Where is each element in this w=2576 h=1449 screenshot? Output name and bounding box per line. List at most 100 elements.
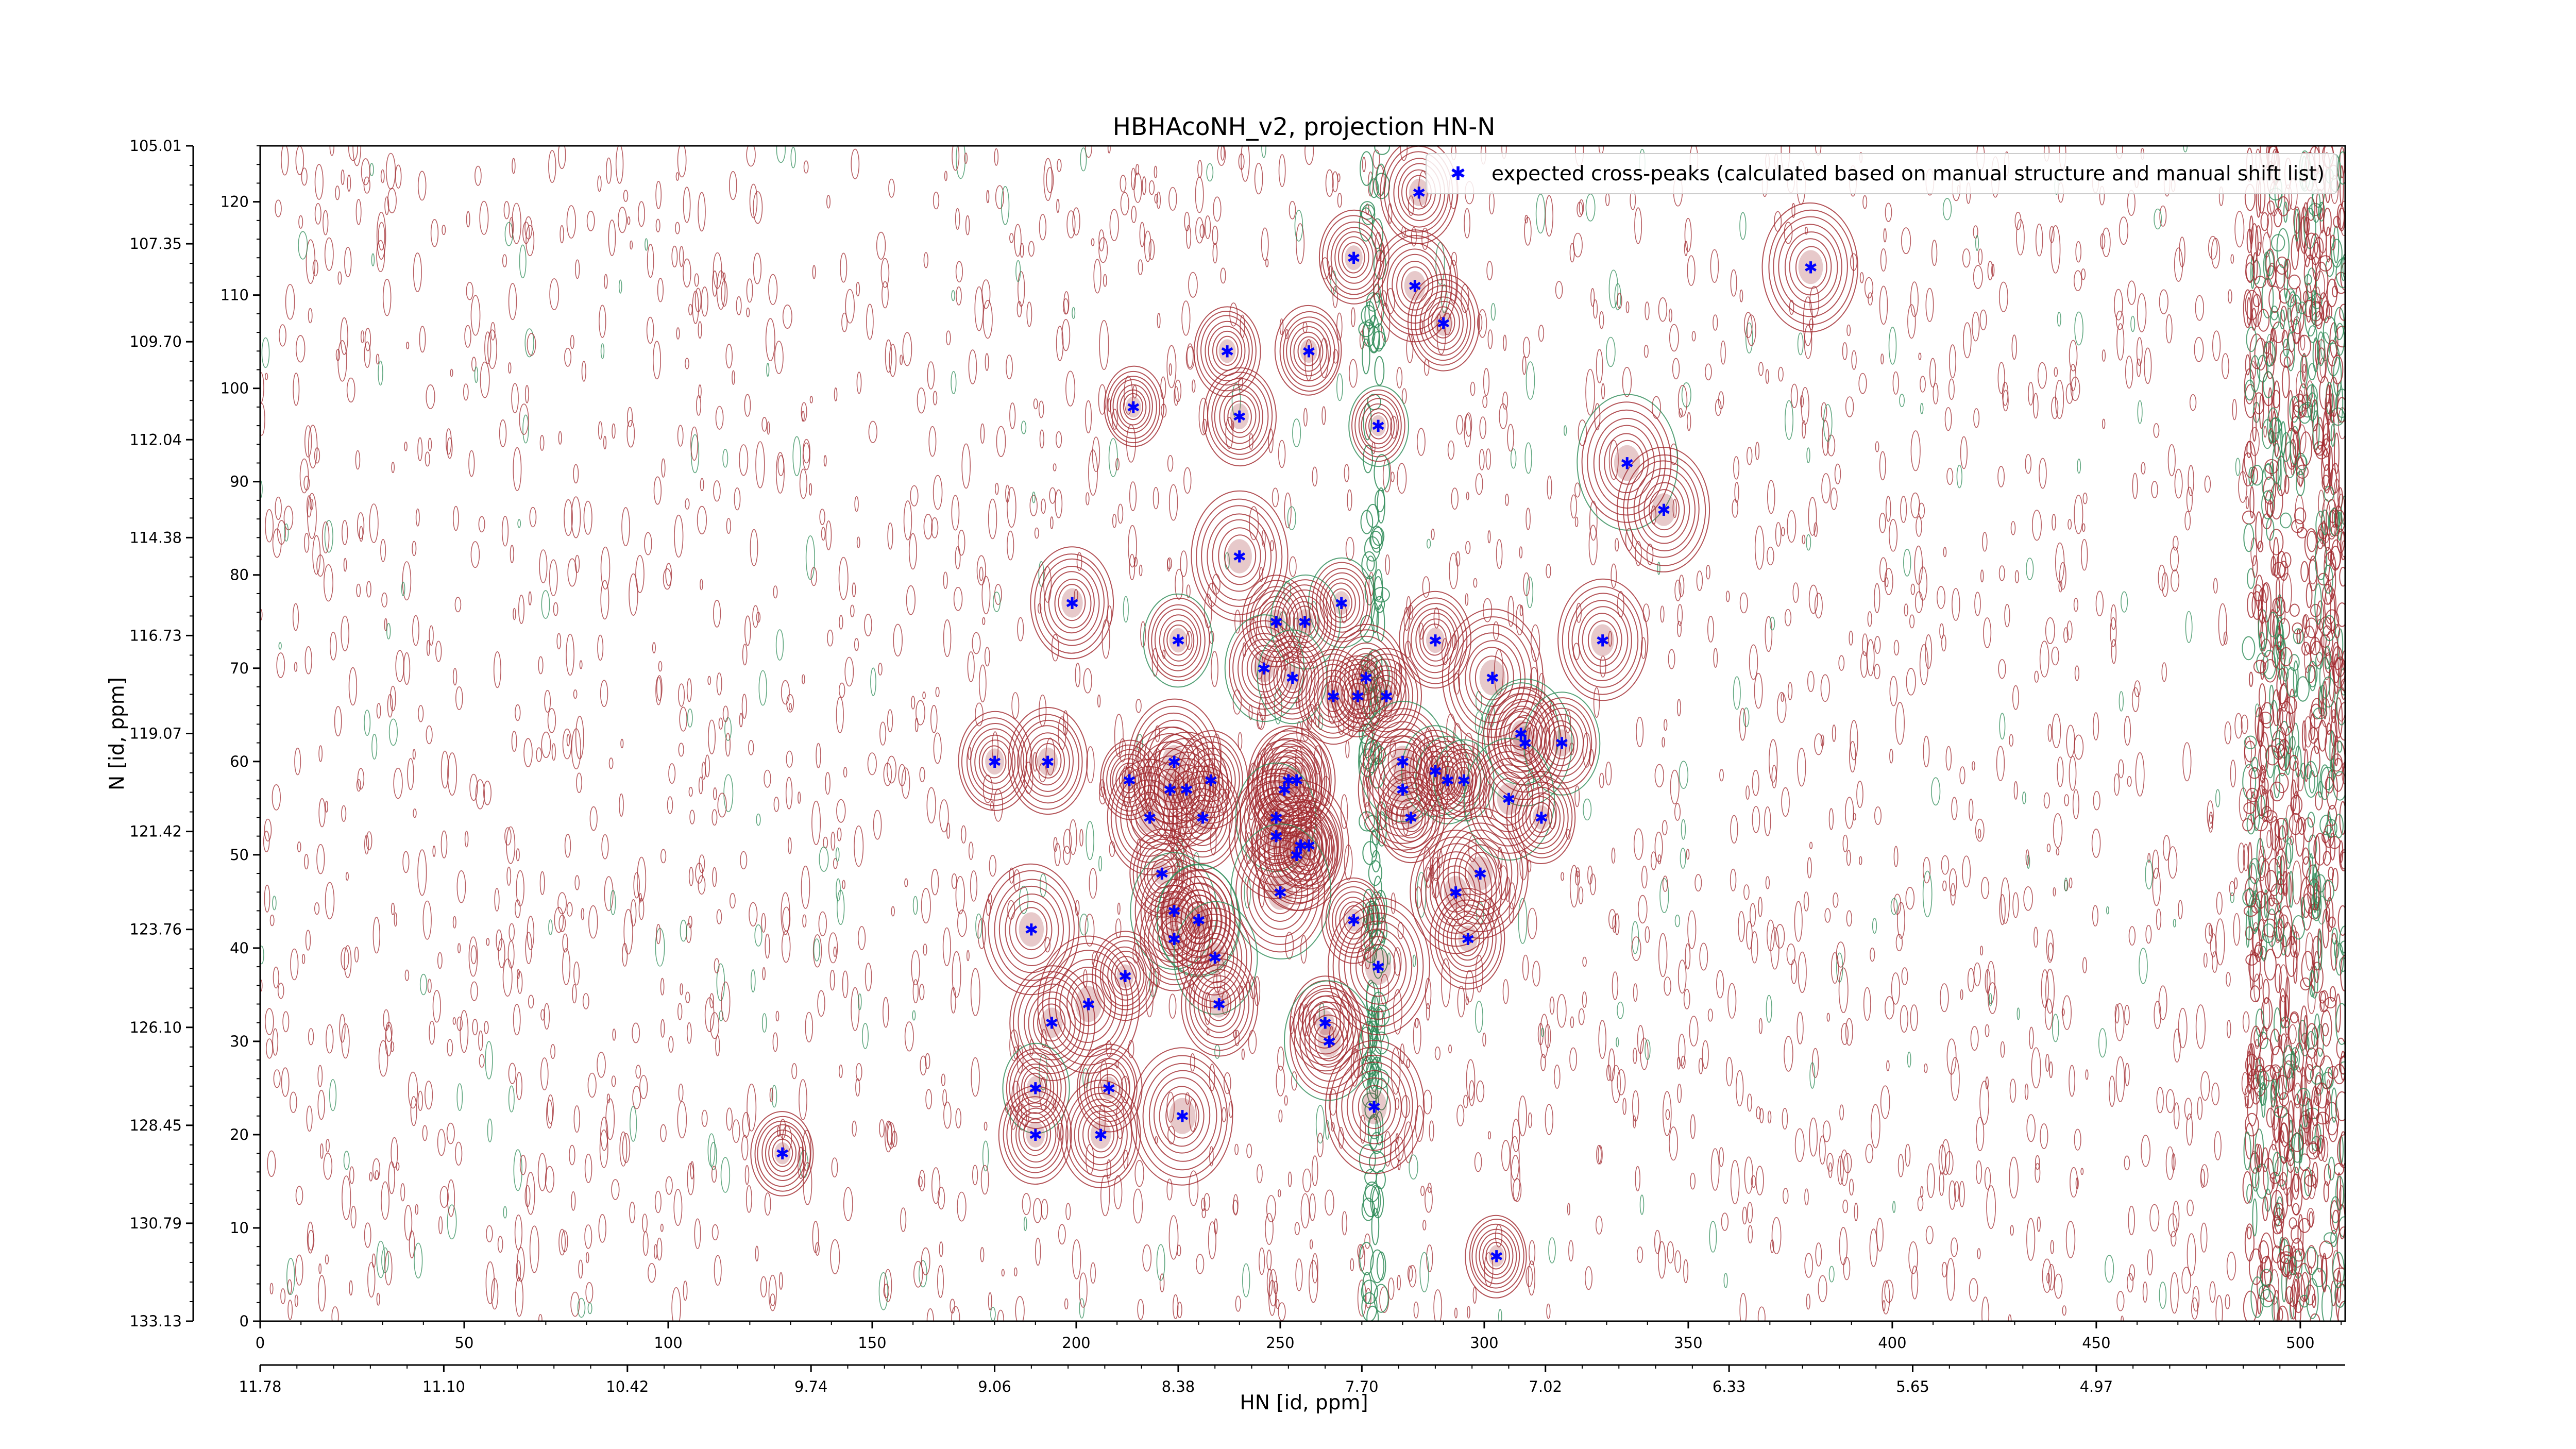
peak-contour (1123, 393, 1144, 420)
noise-contour (1885, 496, 1891, 522)
noise-contour (1842, 1199, 1849, 1214)
noise-contour (1080, 147, 1087, 172)
peak-contour (1485, 1241, 1506, 1270)
noise-contour (1201, 1198, 1206, 1211)
noise-contour (972, 1165, 978, 1186)
noise-contour (1963, 322, 1972, 359)
peak-contour (1218, 527, 1261, 585)
peak-contour (1200, 938, 1228, 975)
noise-contour (1289, 556, 1297, 577)
noise-contour (1259, 567, 1264, 582)
noise-contour (1592, 299, 1598, 319)
noise-contour (1952, 588, 1960, 621)
solvent-contour (2299, 431, 2313, 466)
peak-contour (1514, 781, 1569, 854)
solvent-contour (2255, 707, 2264, 743)
solvent-contour (2279, 701, 2294, 736)
noise-contour (304, 854, 309, 870)
noise-contour (1870, 947, 1875, 962)
noise-contour (1540, 1054, 1546, 1071)
noise-contour (2213, 578, 2218, 594)
noise-contour (1790, 959, 1798, 984)
noise-contour (2223, 631, 2228, 645)
peak-contour (1604, 433, 1649, 494)
noise-contour (605, 157, 612, 184)
noise-contour (1683, 988, 1690, 1009)
noise-contour (1637, 1246, 1643, 1263)
peak-contour (1115, 763, 1142, 799)
noise-contour (551, 743, 556, 761)
solvent-contour (2305, 764, 2312, 780)
solvent-contour (2265, 353, 2275, 379)
solvent-contour (2332, 757, 2345, 792)
solvent-contour (2260, 860, 2271, 895)
cross-peak-marker: ✱ (1596, 631, 1609, 651)
noise-contour (452, 916, 456, 929)
x-tick-label: 200 (1062, 1334, 1090, 1352)
noise-contour (378, 360, 383, 386)
noise-contour (329, 631, 337, 661)
noise-contour (1315, 1105, 1325, 1144)
noise-contour (1846, 910, 1853, 927)
noise-contour (359, 526, 364, 542)
noise-contour (1672, 358, 1680, 380)
solvent-contour (2267, 407, 2279, 443)
noise-contour (864, 613, 872, 636)
noise-contour (1502, 979, 1509, 1004)
noise-contour (447, 1204, 457, 1240)
noise-contour (831, 831, 836, 851)
noise-contour (576, 772, 582, 793)
noise-contour (611, 1075, 616, 1087)
peak-core (1513, 726, 1537, 760)
noise-contour (1397, 1275, 1401, 1291)
noise-contour (1674, 579, 1682, 601)
noise-contour (1117, 503, 1124, 524)
solvent-contour (2249, 950, 2254, 990)
noise-contour (1638, 895, 1648, 924)
noise-contour (538, 656, 544, 675)
peak-contour (1037, 935, 1140, 1074)
peak-contour (981, 745, 1007, 779)
peak-contour (1195, 758, 1228, 802)
noise-contour (1265, 1212, 1274, 1245)
solvent-contour (2295, 817, 2304, 857)
solvent-contour (2251, 308, 2257, 331)
peak-contour (1130, 791, 1169, 844)
solvent-contour (2261, 490, 2274, 519)
noise-contour (2070, 1167, 2078, 1198)
solvent-contour (2249, 486, 2255, 519)
noise-contour (968, 349, 977, 384)
noise-contour (1739, 289, 1743, 302)
solvent-contour (2284, 258, 2291, 279)
peak-contour (1054, 578, 1092, 629)
noise-contour (1739, 707, 1747, 741)
peak-core (1227, 539, 1252, 574)
peak-contour (1351, 648, 1422, 743)
noise-contour (1804, 1253, 1813, 1278)
contour-layer (750, 146, 1858, 1299)
noise-contour (558, 1228, 566, 1256)
noise-contour (982, 300, 993, 339)
x-tick-label: 500 (2286, 1334, 2314, 1352)
noise-contour (1837, 1155, 1844, 1185)
peak-contour (1372, 748, 1433, 830)
noise-contour (1276, 1299, 1280, 1309)
noise-contour (439, 1186, 449, 1208)
solvent-contour (2252, 1069, 2260, 1090)
noise-contour (2165, 314, 2173, 344)
noise-contour (1390, 471, 1395, 482)
noise-contour (318, 745, 323, 762)
noise-contour (1843, 1153, 1852, 1174)
noise-contour (2290, 294, 2294, 304)
noise-contour (2127, 1273, 2134, 1293)
solvent-contour (2297, 817, 2306, 835)
noise-contour (1258, 1248, 1265, 1275)
noise-contour (2168, 846, 2178, 879)
peak-core (1283, 665, 1302, 690)
peak-core (1019, 912, 1044, 947)
noise-contour (2035, 1162, 2041, 1183)
noise-contour (1304, 146, 1314, 165)
noise-contour (1278, 1109, 1283, 1123)
peak-contour (1469, 1219, 1524, 1293)
solvent-contour (2318, 719, 2327, 752)
